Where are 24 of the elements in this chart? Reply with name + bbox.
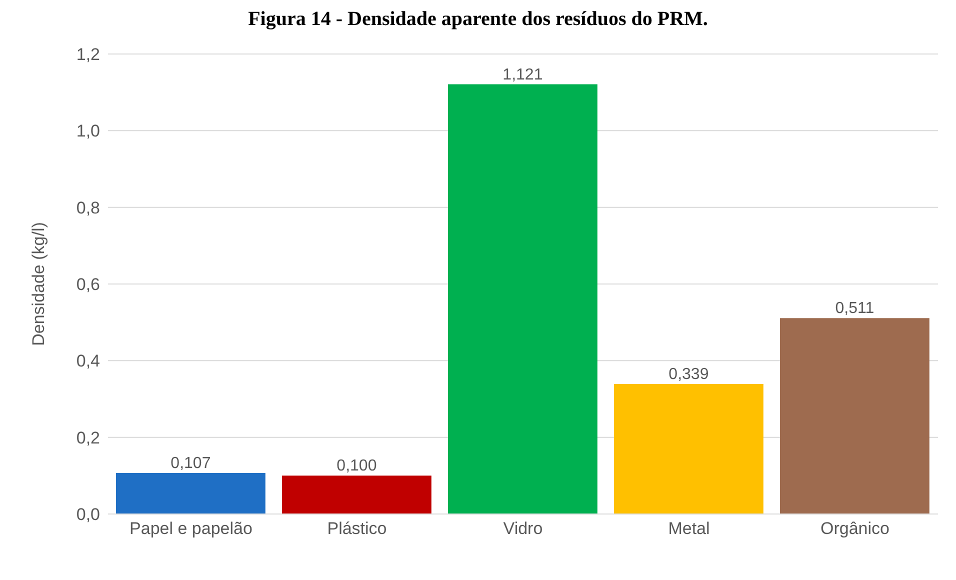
data-label: 0,100: [336, 458, 377, 475]
y-tick-label: 0,0: [76, 505, 100, 524]
bar: [116, 472, 266, 514]
x-tick-label: Metal: [668, 519, 710, 538]
x-tick-label: Vidro: [503, 519, 543, 538]
y-tick-label: 0,8: [76, 198, 100, 218]
bar: [780, 318, 930, 514]
y-tick-label: 1,0: [76, 122, 100, 141]
y-axis-title: Densidade (kg/l): [29, 222, 48, 346]
y-tick-label: 1,2: [76, 45, 100, 64]
x-tick-label: Orgânico: [820, 519, 890, 538]
bar: [614, 384, 764, 514]
x-tick-label: Plástico: [327, 519, 387, 538]
y-tick-label: 0,2: [76, 428, 100, 448]
chart-title: Figura 14 - Densidade aparente dos resíduos do PRM.: [247, 8, 709, 32]
data-label: 0,511: [835, 300, 874, 318]
data-label: 0,107: [170, 454, 211, 472]
y-tick-label: 0,4: [76, 352, 100, 371]
bar: [282, 476, 432, 514]
bar: [448, 84, 598, 514]
y-tick-label: 0,6: [76, 275, 100, 294]
x-tick-label: Papel e papelão: [130, 519, 252, 538]
data-label: 0,339: [668, 366, 709, 384]
data-label: 1,121: [502, 66, 543, 84]
